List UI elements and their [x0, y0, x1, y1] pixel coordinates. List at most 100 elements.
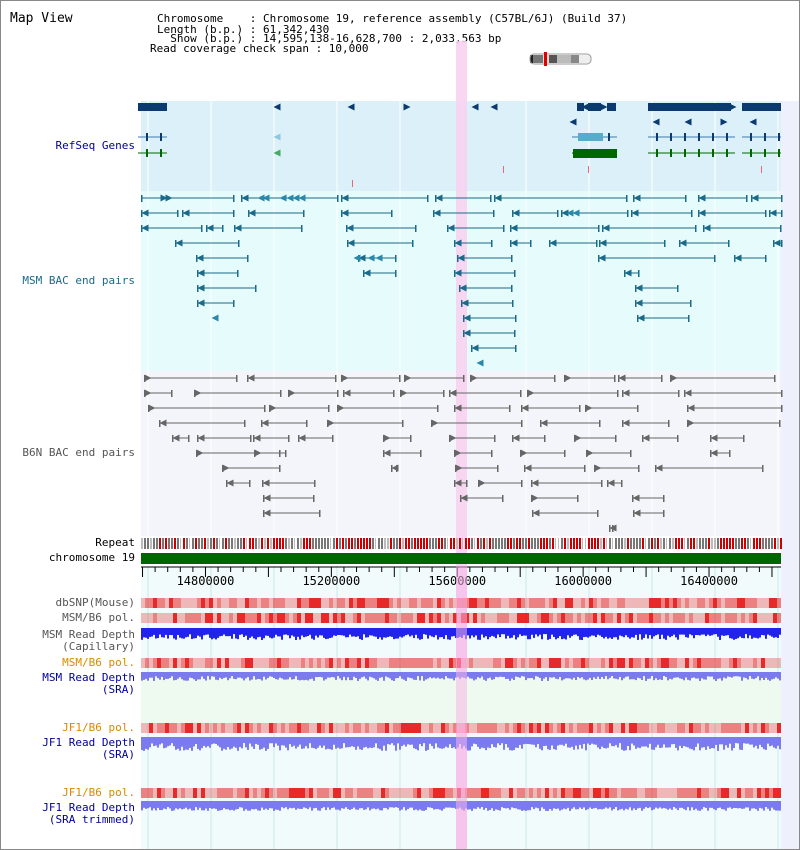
- jf1-b6-pol-trim-heat-cell: [181, 788, 185, 798]
- msm-bac-pair-end: [494, 195, 496, 202]
- jf1-depth-trim-bar: [557, 801, 559, 809]
- msm-depth-sra-bar: [479, 672, 481, 679]
- msm-bac-pair-arrow: [341, 209, 349, 217]
- msm-depth-capillary-bar: [439, 628, 441, 638]
- jf1-depth-trim-bar: [571, 801, 573, 809]
- jf1-depth-trim-bar: [777, 801, 779, 811]
- jf1-depth-trim-bar: [659, 801, 661, 808]
- b6n-bac-pair-end: [532, 510, 534, 517]
- jf1-depth-sra-bar: [245, 737, 247, 748]
- msm-depth-sra-bar: [609, 672, 611, 678]
- jf1-b6-pol-heat-cell: [737, 723, 741, 733]
- jf1-depth-sra-bar: [375, 737, 377, 744]
- jf1-depth-trim-bar: [259, 801, 261, 811]
- jf1-depth-sra-bar: [247, 737, 249, 750]
- msm-b6-pol-sra-heat-cell: [745, 658, 749, 668]
- repeat-element: [543, 538, 545, 549]
- jf1-b6-pol-trim-heat-cell: [657, 788, 661, 798]
- jf1-depth-sra-bar: [171, 737, 173, 744]
- msm-depth-sra-bar: [325, 672, 327, 680]
- b6n-bac-pair-arrow: [400, 389, 408, 397]
- msm-b6-pol-sra-heat-cell: [289, 658, 293, 668]
- msm-b6-pol-heat-cell: [141, 613, 145, 623]
- msm-depth-sra-bar: [593, 672, 595, 678]
- gene-marker: [588, 166, 589, 173]
- jf1-depth-sra-bar: [451, 737, 453, 749]
- jf1-depth-trim-bar: [403, 801, 405, 808]
- label-msm-bac-pairs[interactable]: MSM BAC end pairs: [22, 274, 135, 287]
- jf1-b6-pol-heat-cell: [245, 723, 249, 733]
- repeat-element: [750, 538, 751, 549]
- dbsnp-heat-cell: [369, 598, 373, 608]
- jf1-depth-sra-bar: [713, 737, 715, 749]
- msm-depth-sra-bar: [533, 672, 535, 680]
- repeat-element: [237, 538, 239, 549]
- b6n-bac-pair-arrow: [263, 509, 271, 517]
- jf1-depth-trim-bar: [327, 801, 329, 808]
- msm-depth-sra-bar: [771, 672, 773, 680]
- jf1-depth-sra-bar: [757, 737, 759, 749]
- jf1-depth-trim-bar: [297, 801, 299, 809]
- jf1-depth-sra-bar: [215, 737, 217, 744]
- msm-depth-sra-bar: [265, 672, 267, 680]
- jf1-depth-sra-bar: [557, 737, 559, 746]
- msm-depth-capillary-bar: [425, 628, 427, 635]
- b6n-bac-pair-end: [391, 465, 393, 472]
- msm-b6-pol-sra-heat-cell: [673, 658, 677, 668]
- msm-depth-capillary-bar: [397, 628, 399, 639]
- dbsnp-heat-cell: [569, 598, 573, 608]
- jf1-b6-pol-trim-heat-cell: [697, 788, 701, 798]
- msm-depth-capillary-bar: [537, 628, 539, 637]
- msm-bac-pair-end: [461, 300, 463, 307]
- msm-depth-capillary-bar: [453, 628, 455, 637]
- jf1-b6-pol-heat-cell: [665, 723, 669, 733]
- repeat-element: [504, 538, 506, 549]
- b6n-bac-pair-end: [437, 405, 439, 412]
- msm-bac-pair-end: [433, 210, 435, 217]
- b6n-bac-pair-arrow: [520, 449, 528, 457]
- msm-b6-pol-heat-cell: [293, 613, 297, 623]
- msm-b6-pol-sra-heat-cell: [609, 658, 613, 668]
- msm-depth-sra-bar: [567, 672, 569, 679]
- msm-bac-pair-end: [627, 210, 629, 217]
- jf1-b6-pol-trim-heat-cell: [345, 788, 349, 798]
- msm-b6-pol-sra-heat-cell: [717, 658, 721, 668]
- msm-depth-capillary-bar: [689, 628, 691, 635]
- label-b6n-bac-pairs[interactable]: B6N BAC end pairs: [22, 446, 135, 459]
- msm-depth-sra-bar: [475, 672, 477, 680]
- dbsnp-heat-cell: [705, 598, 709, 608]
- repeat-element: [345, 538, 347, 549]
- msm-depth-sra-bar: [735, 672, 737, 677]
- dbsnp-heat-cell: [197, 598, 201, 608]
- jf1-b6-pol-heat-cell: [389, 723, 393, 733]
- msm-depth-capillary-bar: [245, 628, 247, 636]
- jf1-b6-pol-heat-cell: [141, 723, 145, 733]
- dbsnp-heat-cell: [421, 598, 425, 608]
- jf1-b6-pol-heat-cell: [189, 723, 193, 733]
- jf1-depth-trim-bar: [605, 801, 607, 808]
- msm-bac-arrow: [353, 254, 361, 262]
- msm-depth-sra-bar: [599, 672, 601, 680]
- b6n-bac-pair-end: [630, 450, 632, 457]
- msm-depth-sra-bar: [573, 672, 575, 678]
- jf1-depth-sra-bar: [681, 737, 683, 749]
- jf1-depth-trim-bar: [383, 801, 385, 808]
- msm-depth-capillary-bar: [275, 628, 277, 635]
- jf1-depth-trim-bar: [645, 801, 647, 808]
- msm-depth-sra-bar: [385, 672, 387, 677]
- dbsnp-heat-cell: [341, 598, 345, 608]
- msm-bac-pair-end: [457, 255, 459, 262]
- dbsnp-heat-cell: [253, 598, 257, 608]
- msm-depth-capillary-bar: [487, 628, 489, 640]
- jf1-b6-pol-trim-heat-cell: [433, 788, 437, 798]
- jf1-depth-sra-bar: [561, 737, 563, 745]
- label-refseq-genes[interactable]: RefSeq Genes: [55, 139, 135, 152]
- msm-depth-capillary-bar: [749, 628, 751, 636]
- jf1-depth-trim-bar: [227, 801, 229, 810]
- jf1-depth-trim-bar: [711, 801, 713, 808]
- msm-depth-capillary-bar: [177, 628, 179, 635]
- msm-b6-pol-heat-cell: [265, 613, 269, 623]
- msm-depth-capillary-bar: [213, 628, 215, 639]
- dbsnp-heat-cell: [317, 598, 321, 608]
